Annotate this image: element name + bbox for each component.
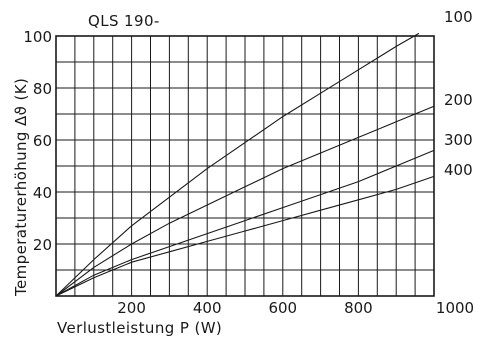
y-tick-label: 100 (23, 28, 52, 46)
plot-frame (55, 35, 435, 297)
x-tick-label: 200 (117, 299, 146, 317)
series-label-200: 200 (444, 91, 473, 109)
series-label-400: 400 (444, 161, 473, 179)
y-tick-label: 20 (33, 236, 52, 254)
x-tick-label: 400 (193, 299, 222, 317)
grid (56, 36, 434, 296)
tick-labels: 200 400 600 800 1000 20 40 60 80 100 (23, 28, 474, 317)
y-tick-label: 60 (33, 132, 52, 150)
y-tick-label: 80 (33, 80, 52, 98)
x-tick-label: 800 (344, 299, 373, 317)
x-tick-label: 600 (268, 299, 297, 317)
series-label-100: 100 (444, 8, 473, 26)
series-lines (55, 32, 435, 297)
y-axis-title: Temperaturerhöhung Δϑ (K) (12, 78, 30, 297)
series-line-200 (55, 105, 435, 297)
series-label-300: 300 (444, 131, 473, 149)
chart-title: QLS 190- (88, 12, 160, 30)
series-line-100 (55, 32, 420, 297)
x-axis-title: Verlustleistung P (W) (57, 319, 222, 337)
series-line-400 (55, 175, 435, 297)
series-line-300 (55, 149, 435, 297)
y-tick-label: 40 (33, 184, 52, 202)
series-labels: 100 200 300 400 (444, 8, 473, 179)
x-tick-label: 1000 (436, 299, 474, 317)
